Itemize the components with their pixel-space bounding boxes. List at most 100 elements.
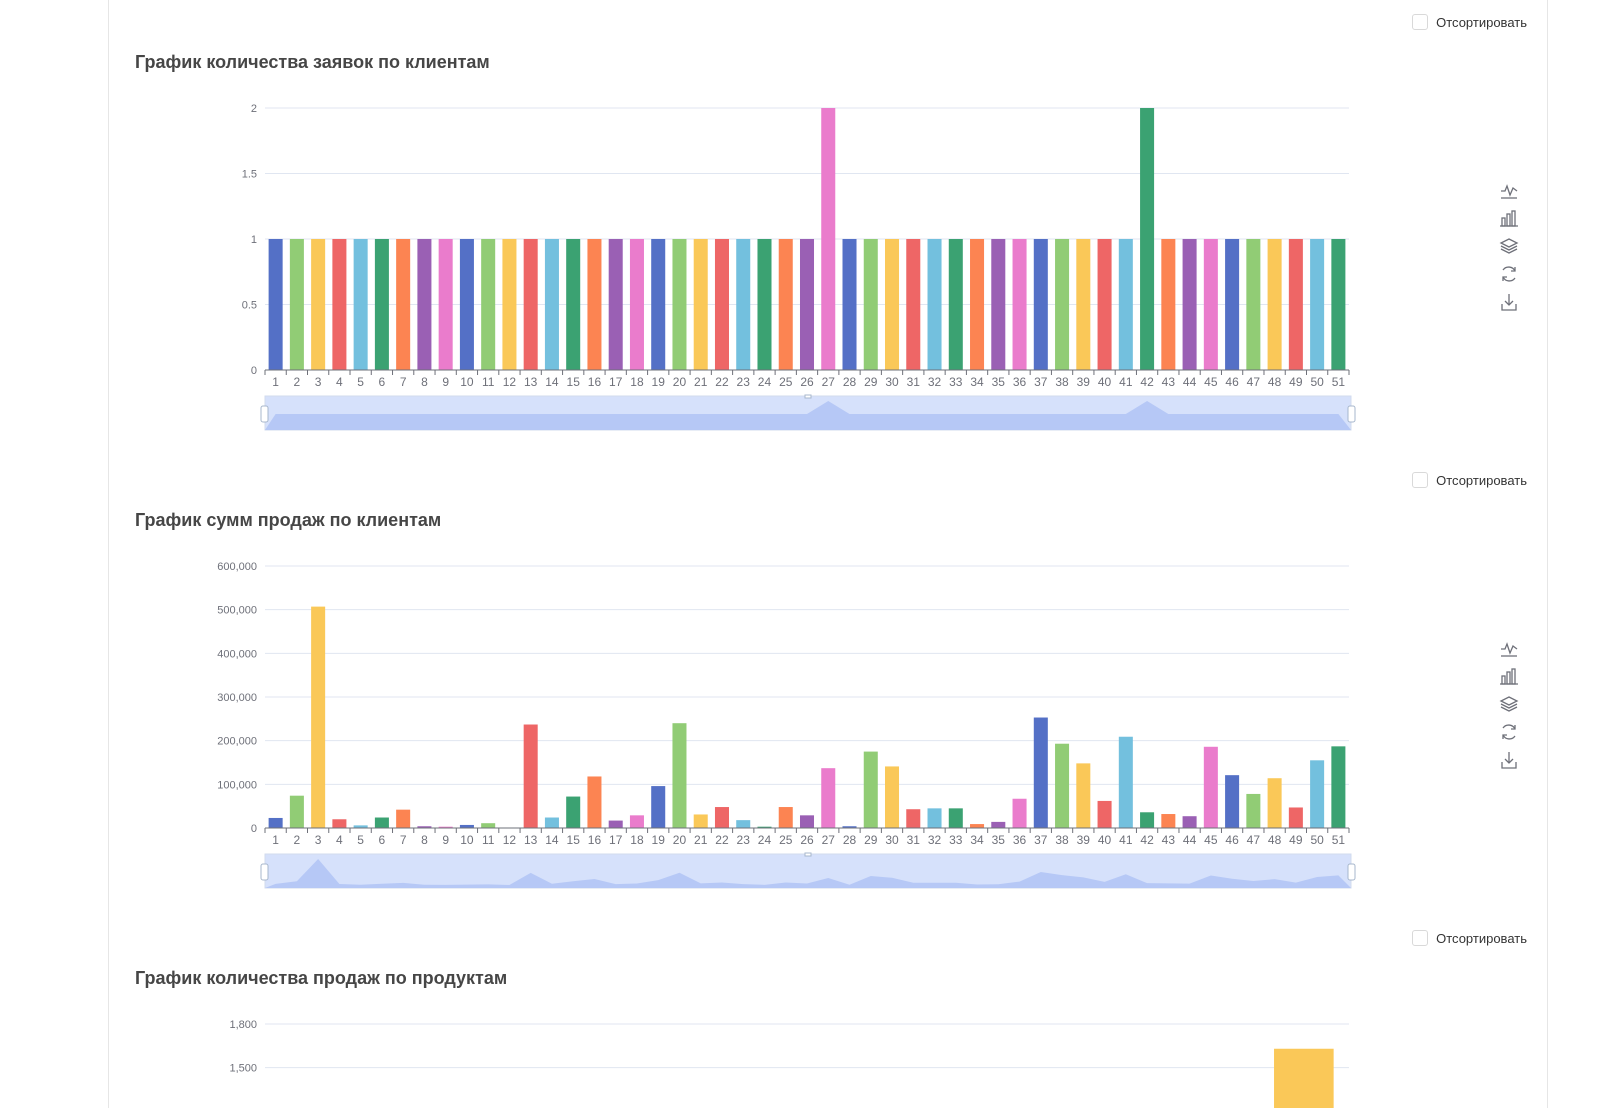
bar [694, 814, 708, 828]
y-tick-label: 600,000 [217, 561, 257, 573]
x-tick-label: 13 [524, 375, 538, 389]
download-icon[interactable] [1499, 750, 1519, 770]
bar [566, 239, 580, 370]
x-tick-label: 32 [928, 833, 942, 847]
x-tick-label: 25 [779, 833, 793, 847]
bar [332, 819, 346, 828]
chart-section-requests: Отсортировать График количества заявок п… [109, 0, 1547, 458]
x-tick-label: 39 [1077, 375, 1091, 389]
x-tick-label: 6 [379, 833, 386, 847]
bar [651, 239, 665, 370]
bar [1289, 239, 1303, 370]
y-tick-label: 100,000 [217, 779, 257, 791]
y-tick-label: 1,500 [229, 1063, 257, 1075]
chart-section-product-sales: Отсортировать График количества продаж п… [109, 914, 1547, 1108]
bar [651, 786, 665, 828]
bar [715, 239, 729, 370]
x-tick-label: 30 [885, 833, 899, 847]
datazoom-drag-bar [805, 853, 811, 856]
y-tick-label: 1 [251, 234, 257, 246]
x-tick-label: 38 [1055, 375, 1069, 389]
x-tick-label: 18 [630, 833, 644, 847]
datazoom-handle-right [1348, 406, 1355, 422]
x-tick-label: 4 [336, 833, 343, 847]
bar [1310, 760, 1324, 828]
x-tick-label: 47 [1247, 833, 1261, 847]
y-tick-label: 300,000 [217, 692, 257, 704]
x-tick-label: 14 [545, 375, 559, 389]
bar-chart-icon[interactable] [1499, 666, 1519, 686]
x-tick-label: 27 [822, 375, 836, 389]
bar [269, 239, 283, 370]
bar [545, 818, 559, 828]
bar [906, 239, 920, 370]
datazoom-handle-left [261, 406, 268, 422]
line-chart-icon[interactable] [1499, 180, 1519, 200]
x-tick-label: 38 [1055, 833, 1069, 847]
bar [1268, 778, 1282, 828]
y-tick-label: 2 [251, 103, 257, 115]
bar [1225, 775, 1239, 828]
x-tick-label: 17 [609, 375, 623, 389]
bar [970, 824, 984, 828]
y-tick-label: 400,000 [217, 648, 257, 660]
x-tick-label: 10 [460, 375, 474, 389]
x-tick-label: 46 [1225, 375, 1239, 389]
x-tick-label: 32 [928, 375, 942, 389]
x-tick-label: 48 [1268, 375, 1282, 389]
x-tick-label: 44 [1183, 833, 1197, 847]
x-tick-label: 1 [272, 375, 279, 389]
bar [1034, 718, 1048, 828]
x-tick-label: 29 [864, 833, 878, 847]
bar [375, 818, 389, 828]
bar [779, 239, 793, 370]
bar [1034, 239, 1048, 370]
bar [736, 239, 750, 370]
x-tick-label: 25 [779, 375, 793, 389]
bar [672, 723, 686, 828]
x-tick-label: 3 [315, 375, 322, 389]
x-tick-label: 41 [1119, 833, 1133, 847]
restore-icon[interactable] [1499, 264, 1519, 284]
bar [864, 239, 878, 370]
bar [587, 776, 601, 828]
bar [1310, 239, 1324, 370]
x-tick-label: 4 [336, 375, 343, 389]
x-tick-label: 50 [1310, 375, 1324, 389]
bar [821, 768, 835, 828]
x-tick-label: 29 [864, 375, 878, 389]
stack-icon[interactable] [1499, 236, 1519, 256]
bar [885, 766, 899, 828]
restore-icon[interactable] [1499, 722, 1519, 742]
bar [1098, 239, 1112, 370]
download-icon[interactable] [1499, 292, 1519, 312]
bar [928, 808, 942, 828]
x-tick-label: 31 [907, 833, 921, 847]
x-tick-label: 39 [1077, 833, 1091, 847]
bar [1098, 801, 1112, 828]
bar [779, 807, 793, 828]
x-tick-label: 33 [949, 833, 963, 847]
x-tick-label: 27 [822, 833, 836, 847]
line-chart-icon[interactable] [1499, 638, 1519, 658]
bar [630, 815, 644, 828]
x-tick-label: 26 [800, 375, 814, 389]
bar [396, 239, 410, 370]
bar [842, 239, 856, 370]
stack-icon[interactable] [1499, 694, 1519, 714]
y-tick-label: 0 [251, 365, 257, 377]
bar [566, 797, 580, 828]
bar [694, 239, 708, 370]
bar [375, 239, 389, 370]
bar [757, 239, 771, 370]
x-tick-label: 26 [800, 833, 814, 847]
x-tick-label: 19 [652, 833, 666, 847]
bar [1246, 239, 1260, 370]
x-tick-label: 11 [482, 375, 495, 389]
y-tick-label: 200,000 [217, 736, 257, 748]
x-tick-label: 24 [758, 375, 772, 389]
x-tick-label: 10 [460, 833, 474, 847]
bar-chart-icon[interactable] [1499, 208, 1519, 228]
bar [269, 818, 283, 828]
